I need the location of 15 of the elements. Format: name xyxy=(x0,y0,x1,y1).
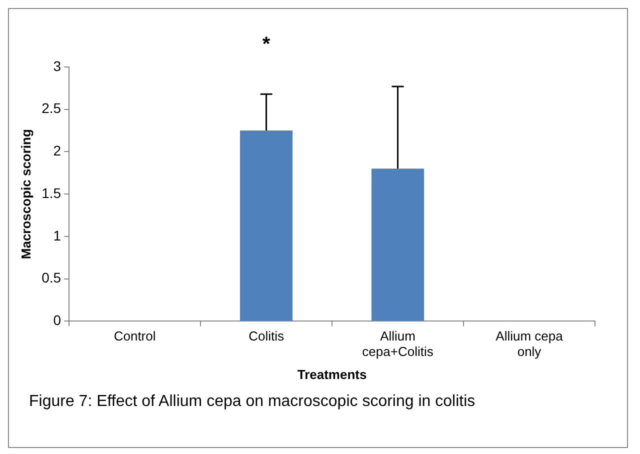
y-tick-label: 1 xyxy=(53,227,62,244)
y-tick-label: 2.5 xyxy=(42,100,62,116)
text: * xyxy=(262,34,270,56)
y-tick-label: 0 xyxy=(53,312,62,328)
x-tick-label: Control xyxy=(114,328,156,344)
x-axis-title: Treatments xyxy=(297,366,367,382)
y-tick-label: 3 xyxy=(53,58,62,74)
y-tick-label: 2 xyxy=(53,142,62,159)
x-tick-label: Allium cepa+Colitis xyxy=(362,328,434,360)
y-axis-title: Macroscopic scoring xyxy=(18,129,34,260)
x-tick-label: Allium cepa only xyxy=(496,328,564,360)
y-tick-label: 0.5 xyxy=(42,270,62,286)
y-tick-label: 1.5 xyxy=(42,184,62,201)
caption: Figure 7: Effect of Allium cepa on macroscopic scoring in colitis xyxy=(29,393,476,411)
x-tick-label: Colitis xyxy=(248,328,284,344)
